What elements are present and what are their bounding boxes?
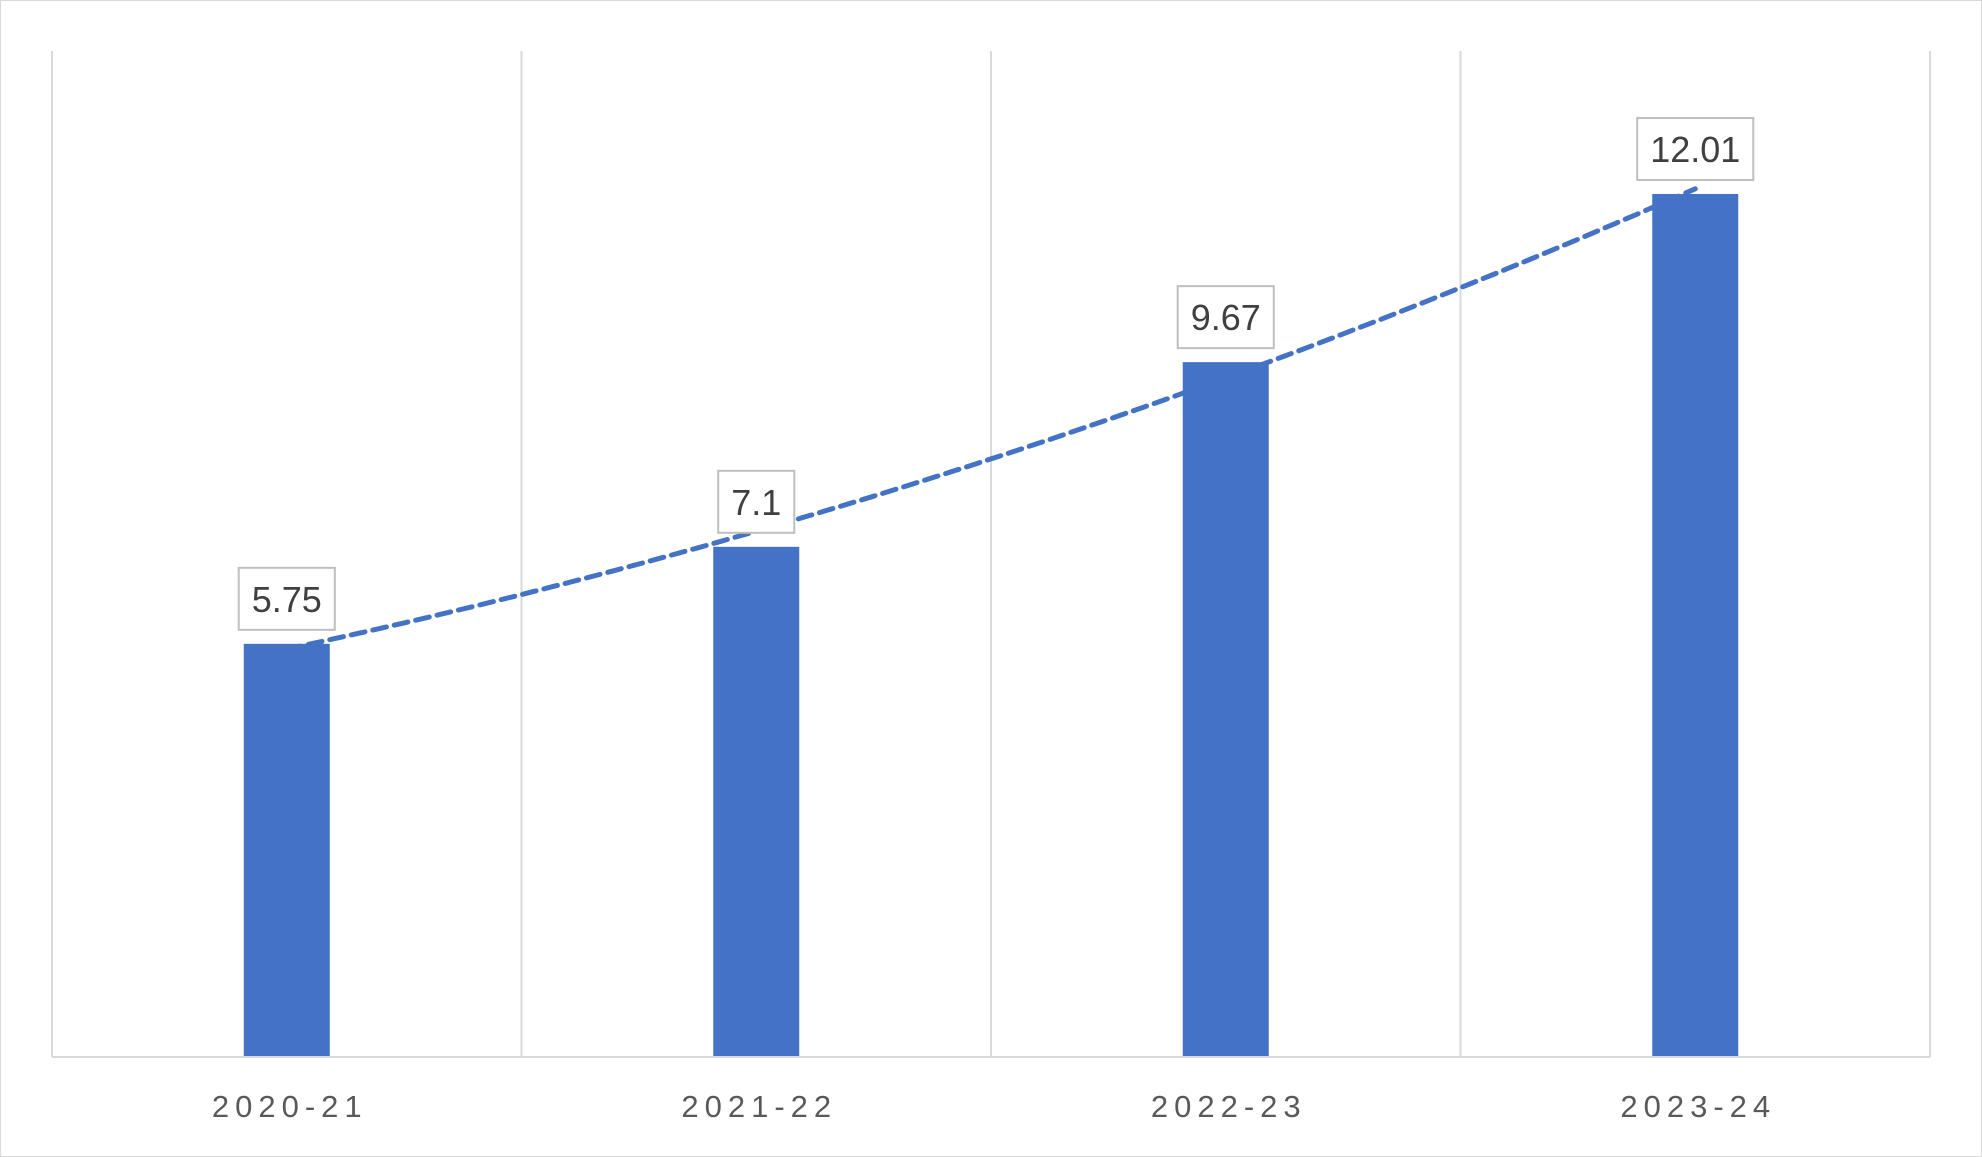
- x-tick-label: 2021-22: [681, 1089, 837, 1124]
- data-label-box: [237, 566, 336, 631]
- x-axis: 2020-21 2021-22 2022-23 2023-24: [52, 1056, 1930, 1124]
- gridlines: [51, 51, 1931, 1057]
- data-label-text: 7.1: [731, 482, 781, 523]
- data-labels: 5.75 7.1 9.67 12.01: [237, 116, 1755, 631]
- bar: [1652, 193, 1739, 1057]
- data-label: 12.01: [1636, 116, 1755, 181]
- data-label-text: 5.75: [252, 579, 322, 620]
- x-tick-label: 2020-21: [212, 1089, 368, 1124]
- data-label: 9.67: [1176, 285, 1275, 350]
- data-label-box: [1636, 116, 1755, 181]
- data-label-text: 12.01: [1650, 129, 1740, 170]
- data-label: 5.75: [237, 566, 336, 631]
- data-label-text: 9.67: [1191, 297, 1261, 338]
- data-label: 7.1: [717, 469, 796, 534]
- bar: [713, 546, 800, 1057]
- bar: [243, 643, 330, 1057]
- bars: [243, 193, 1739, 1057]
- x-tick-label: 2022-23: [1151, 1089, 1307, 1124]
- trendline-path: [284, 186, 1698, 652]
- x-tick-label: 2023-24: [1620, 1089, 1776, 1124]
- data-label-box: [717, 469, 796, 534]
- trendline: [284, 186, 1698, 652]
- bar: [1182, 362, 1269, 1057]
- data-label-box: [1176, 285, 1275, 350]
